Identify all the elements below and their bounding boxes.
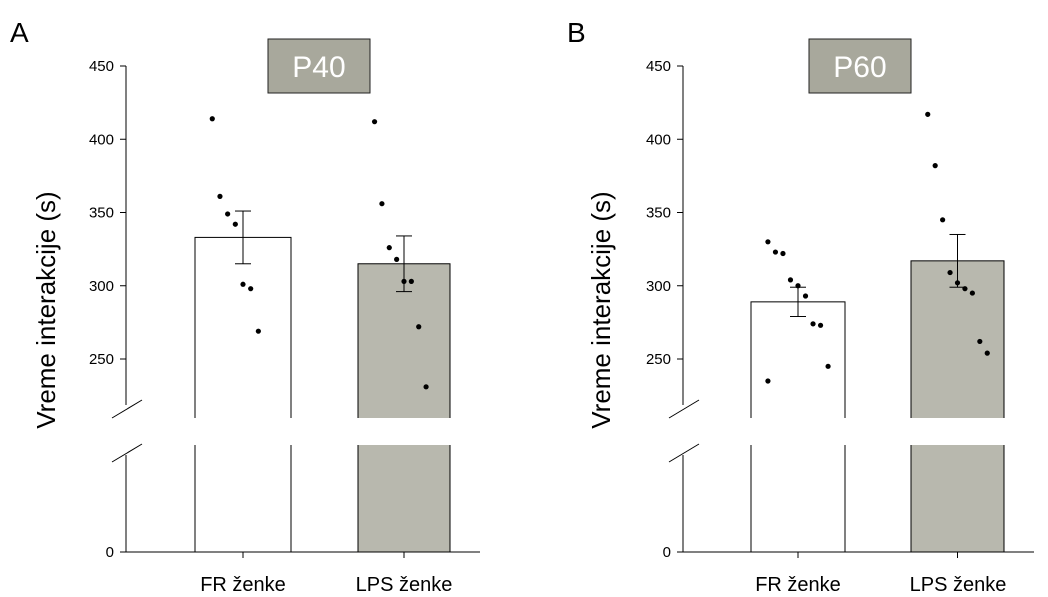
- data-point: [969, 290, 975, 296]
- y-tick-label: 0: [106, 544, 114, 561]
- data-point: [795, 283, 801, 289]
- chart-title: P40: [292, 51, 345, 84]
- y-tick-label: 350: [646, 205, 671, 222]
- y-tick-label: 450: [89, 58, 114, 75]
- y-tick-label: 300: [646, 278, 671, 295]
- x-category-label: FR ženke: [200, 574, 286, 596]
- bar: [357, 263, 451, 553]
- data-point: [947, 269, 953, 276]
- panel-a: A P40 Vreme interakcije (s) 0 250 300 350 400 45…: [10, 17, 480, 596]
- y-tick-label: 0: [663, 544, 671, 561]
- x-category-label: FR ženke: [755, 574, 841, 596]
- data-point: [772, 249, 779, 255]
- data-point: [240, 281, 246, 287]
- data-point: [217, 193, 223, 199]
- data-point: [255, 328, 261, 334]
- axis-break-mark: [111, 443, 143, 463]
- y-tick-label: 300: [89, 278, 114, 295]
- panel-letter: B: [567, 17, 586, 48]
- data-point: [802, 293, 809, 299]
- chart-title: P60: [833, 51, 886, 84]
- bar-break-gap: [750, 418, 846, 445]
- x-category-label: LPS ženke: [356, 574, 453, 596]
- axis-break-mark: [668, 399, 700, 419]
- title-box: [808, 38, 912, 94]
- bar-break-gap: [357, 418, 451, 445]
- data-point: [765, 239, 771, 245]
- axis-break-mark: [668, 443, 700, 463]
- data-point: [371, 119, 378, 125]
- data-point: [932, 163, 938, 169]
- y-tick-label: 250: [89, 351, 114, 368]
- data-point: [977, 338, 983, 345]
- data-point: [386, 245, 392, 251]
- data-point: [954, 280, 961, 286]
- data-point: [825, 363, 831, 369]
- data-point: [379, 201, 385, 207]
- data-point: [232, 221, 238, 227]
- panel-b: B P60 Vreme interakcije (s) 0 250 300 350 400 45…: [567, 17, 1034, 596]
- y-tick-label: 350: [89, 205, 114, 222]
- y-axis-title: Vreme interakcije (s): [31, 191, 61, 428]
- y-tick-label: 250: [646, 351, 671, 368]
- data-point: [984, 350, 990, 356]
- y-tick-label: 400: [89, 131, 114, 148]
- data-point: [423, 384, 429, 390]
- data-point: [248, 286, 254, 292]
- data-point: [225, 211, 231, 217]
- data-point: [765, 378, 771, 384]
- y-tick-label: 450: [646, 58, 671, 75]
- axis-break-mark: [111, 399, 143, 419]
- bar: [910, 260, 1005, 553]
- data-point: [401, 278, 407, 284]
- data-point: [810, 321, 816, 327]
- panel-letter: A: [10, 17, 29, 48]
- data-point: [416, 324, 422, 330]
- bar-break-gap: [194, 418, 292, 445]
- y-axis-title: Vreme interakcije (s): [586, 191, 616, 428]
- data-point: [787, 277, 794, 283]
- data-point: [817, 322, 824, 328]
- data-point: [394, 256, 400, 262]
- bar-break-gap: [910, 418, 1005, 445]
- data-point: [408, 278, 414, 284]
- title-box: [267, 38, 371, 94]
- data-point: [962, 286, 968, 292]
- data-point: [209, 116, 215, 122]
- data-point: [940, 217, 946, 223]
- y-tick-label: 400: [646, 131, 671, 148]
- data-point: [925, 111, 931, 117]
- data-point: [780, 250, 786, 257]
- x-category-label: LPS ženke: [910, 574, 1007, 596]
